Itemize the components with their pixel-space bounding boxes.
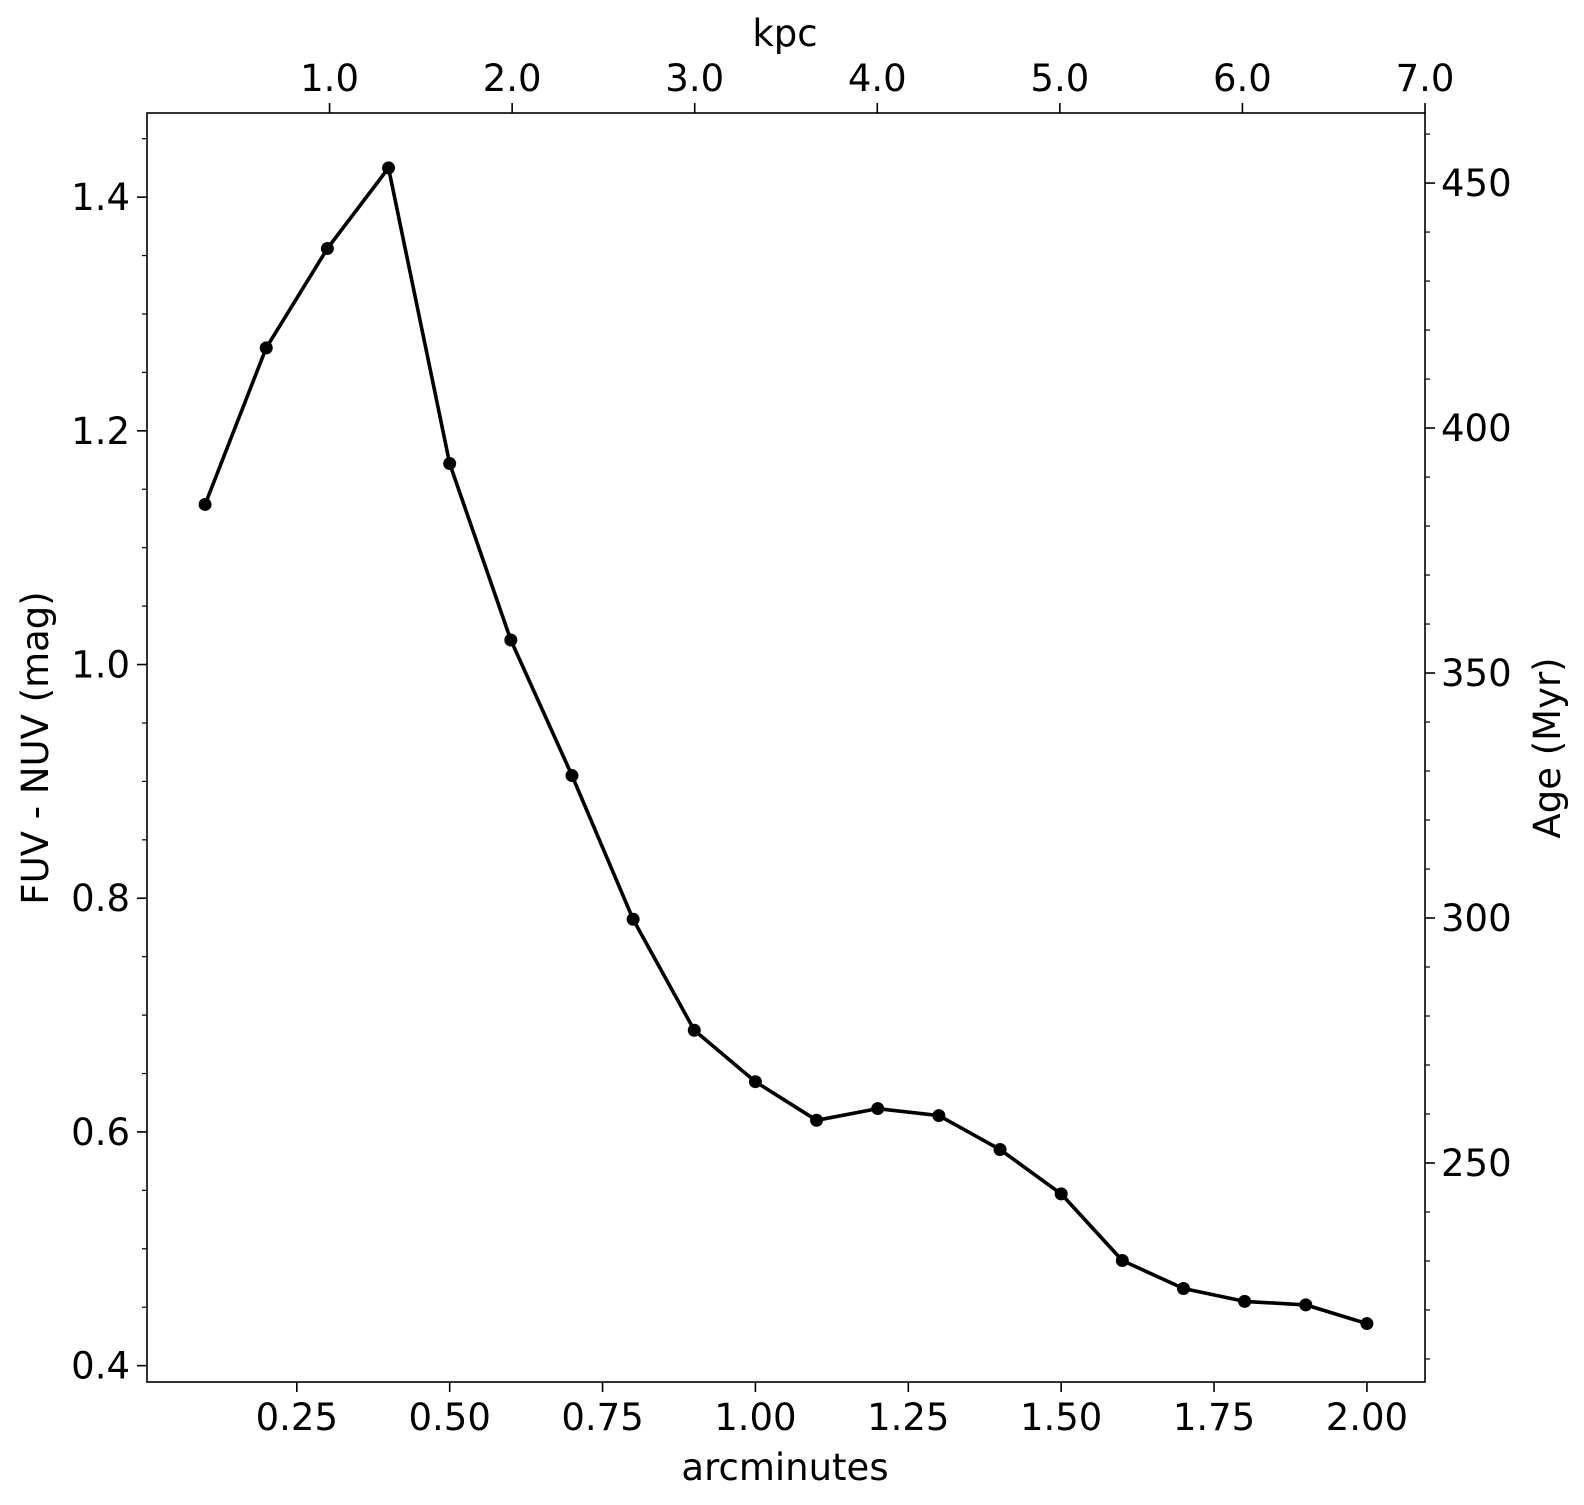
x-axis-title: arcminutes (681, 1446, 888, 1489)
top-x-tick-label: 6.0 (1213, 57, 1272, 100)
x-tick-label: 0.50 (408, 1396, 490, 1439)
series-group (198, 161, 1374, 1331)
data-point (687, 1023, 701, 1037)
top-x-tick-label: 3.0 (665, 57, 724, 100)
data-point (993, 1142, 1007, 1156)
data-point (320, 242, 334, 256)
data-point (1299, 1298, 1313, 1312)
data-point (1176, 1282, 1190, 1296)
top-x-tick-label: 7.0 (1396, 57, 1455, 100)
data-point (871, 1102, 885, 1116)
data-point (443, 457, 457, 471)
series-line (203, 166, 1368, 1326)
data-point (1360, 1317, 1374, 1331)
ticks: 0.25 0.50 0.75 1.00 1.25 1.50 1.75 2.00 0.4 0.6 0.… (71, 57, 1511, 1439)
y-tick-label: 1.0 (71, 644, 130, 687)
data-point (626, 912, 640, 926)
right-y-tick-label: 450 (1441, 162, 1512, 205)
right-y-tick-label: 400 (1441, 407, 1512, 450)
top-x-axis-title: kpc (752, 12, 817, 55)
right-y-tick-label: 300 (1441, 897, 1512, 940)
y-tick-label: 0.4 (71, 1345, 130, 1388)
data-point (1238, 1294, 1252, 1308)
x-tick-label: 1.50 (1020, 1396, 1102, 1439)
x-tick-label: 1.25 (867, 1396, 949, 1439)
data-point (810, 1113, 824, 1127)
top-x-tick-label: 1.0 (300, 57, 359, 100)
x-tick-label: 0.25 (256, 1396, 338, 1439)
y-axis-title: FUV - NUV (mag) (14, 591, 57, 904)
plot-frame (146, 112, 1426, 1383)
data-point (748, 1075, 762, 1089)
x-tick-label: 2.00 (1326, 1396, 1408, 1439)
y-tick-label: 0.8 (71, 877, 130, 920)
data-point (198, 497, 212, 511)
top-x-tick-label: 4.0 (848, 57, 907, 100)
x-tick-label: 0.75 (561, 1396, 643, 1439)
right-y-axis-title: Age (Myr) (1526, 657, 1569, 838)
y-tick-label: 1.4 (71, 176, 130, 219)
right-y-tick-label: 250 (1441, 1142, 1512, 1185)
top-x-tick-label: 2.0 (483, 57, 542, 100)
data-point (1054, 1187, 1068, 1201)
right-y-tick-label: 350 (1441, 652, 1512, 695)
data-point (565, 769, 579, 783)
data-point (382, 161, 396, 175)
plot-area-border (146, 112, 1426, 1383)
x-tick-label: 1.75 (1173, 1396, 1255, 1439)
data-point (932, 1109, 946, 1123)
y-tick-label: 0.6 (71, 1111, 130, 1154)
top-x-tick-label: 5.0 (1030, 57, 1089, 100)
x-tick-label: 1.00 (714, 1396, 796, 1439)
y-tick-label: 1.2 (71, 410, 130, 453)
data-point (259, 341, 273, 355)
data-point (504, 633, 518, 647)
data-point (1115, 1253, 1129, 1267)
